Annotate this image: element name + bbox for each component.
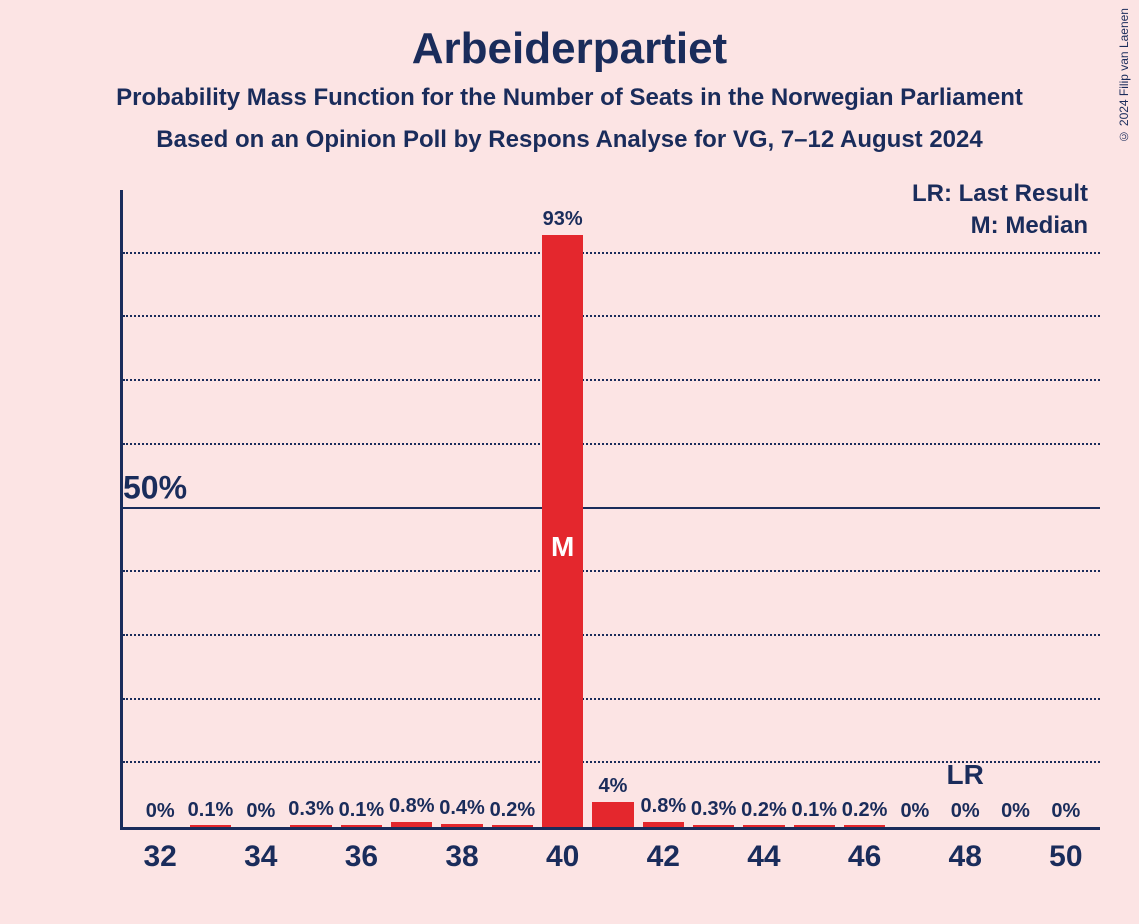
bar-value-label: 93% (543, 208, 583, 231)
bar (643, 822, 684, 827)
x-axis-tick: 46 (848, 840, 881, 874)
bar (341, 825, 382, 827)
chart-legend: LR: Last Result M: Median (910, 180, 1090, 244)
bar-value-label: 0% (146, 800, 175, 823)
gridline (123, 570, 1100, 572)
bar-value-label: 0.4% (439, 797, 485, 820)
bar: M (542, 235, 583, 827)
bar-value-label: 0.1% (339, 799, 385, 822)
gridline (123, 698, 1100, 700)
bar-value-label: 0.2% (490, 799, 536, 822)
bar (441, 824, 482, 827)
chart-container: LR: Last Result M: Median 50%0%0.1%0%0.3… (40, 190, 1100, 890)
x-axis-tick: 34 (244, 840, 277, 874)
gridline (123, 507, 1100, 509)
legend-m: M: Median (912, 212, 1088, 240)
x-axis-tick: 40 (546, 840, 579, 874)
gridline (123, 443, 1100, 445)
x-axis-tick: 48 (949, 840, 982, 874)
bar-value-label: 0% (900, 800, 929, 823)
chart-plot-area: LR: Last Result M: Median 50%0%0.1%0%0.3… (120, 190, 1100, 830)
bar (492, 825, 533, 827)
bar-value-label: 0% (951, 800, 980, 823)
bar (844, 825, 885, 827)
chart-title: Arbeiderpartiet (0, 0, 1139, 74)
x-axis-tick: 42 (647, 840, 680, 874)
bar-value-label: 0.2% (741, 799, 787, 822)
bar (693, 825, 734, 827)
bar-value-label: 0% (1001, 800, 1030, 823)
x-axis-tick: 32 (143, 840, 176, 874)
bar (290, 825, 331, 827)
gridline (123, 252, 1100, 254)
bar (743, 825, 784, 827)
bar-value-label: 0.8% (641, 795, 687, 818)
bar-value-label: 0.8% (389, 795, 435, 818)
median-marker: M (551, 531, 574, 563)
y-axis-label: 50% (123, 469, 193, 506)
legend-lr: LR: Last Result (912, 180, 1088, 208)
x-axis-tick: 38 (445, 840, 478, 874)
bar-value-label: 4% (599, 775, 628, 798)
bar (391, 822, 432, 827)
gridline (123, 315, 1100, 317)
chart-subtitle-1: Probability Mass Function for the Number… (0, 84, 1139, 112)
bar-value-label: 0.2% (842, 799, 888, 822)
x-axis-tick: 50 (1049, 840, 1082, 874)
bar-value-label: 0% (246, 800, 275, 823)
bar-value-label: 0.1% (791, 799, 837, 822)
chart-subtitle-2: Based on an Opinion Poll by Respons Anal… (0, 126, 1139, 154)
gridline (123, 634, 1100, 636)
copyright-text: © 2024 Filip van Laenen (1117, 8, 1131, 143)
bar (794, 825, 835, 827)
bar-value-label: 0.3% (691, 798, 737, 821)
gridline (123, 379, 1100, 381)
bar (592, 802, 633, 827)
bar-value-label: 0.1% (188, 799, 234, 822)
bar (190, 825, 231, 827)
x-axis-tick: 36 (345, 840, 378, 874)
bar-value-label: 0.3% (288, 798, 334, 821)
last-result-marker: LR (947, 759, 984, 791)
x-axis-tick: 44 (747, 840, 780, 874)
bar-value-label: 0% (1051, 800, 1080, 823)
